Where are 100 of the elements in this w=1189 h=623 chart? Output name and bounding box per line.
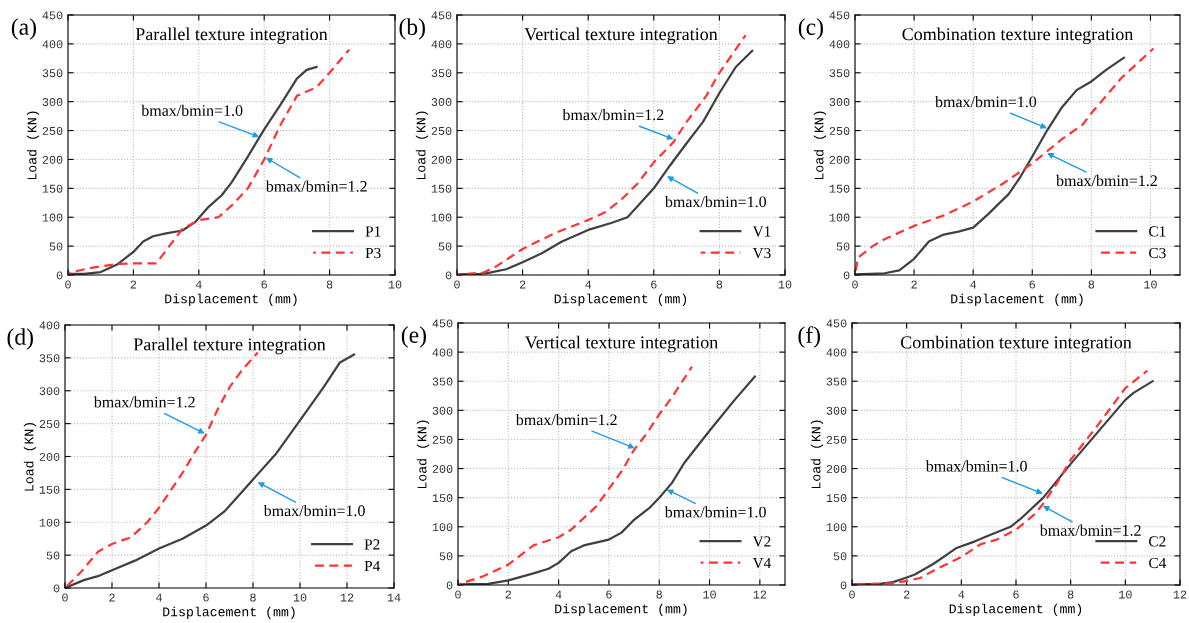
- text: (a): [11, 18, 36, 40]
- y-tick-label: 200: [826, 464, 847, 473]
- x-tick-label: 6: [1029, 280, 1036, 289]
- x-tick-label: 8: [656, 590, 662, 599]
- y-tick-label: 450: [431, 11, 452, 20]
- y-tick-label: 350: [826, 377, 847, 386]
- y-tick-label: 200: [42, 155, 63, 164]
- y-tick-label: 400: [432, 348, 453, 357]
- x-tick-label: 10: [778, 280, 792, 289]
- y-tick-label: 150: [829, 184, 850, 193]
- text: (e): [401, 326, 426, 348]
- y-axis-title: Load (KN): [23, 423, 37, 491]
- text: Parallel texture integration: [135, 27, 328, 45]
- y-tick-label: 350: [431, 69, 452, 78]
- legend-label: C2: [1149, 536, 1166, 547]
- y-axis-title: Load (KN): [416, 420, 430, 489]
- y-tick-label: 150: [826, 494, 847, 503]
- legend-label: P1: [365, 226, 381, 237]
- x-tick-label: 0: [65, 280, 71, 289]
- y-tick-label: 400: [42, 40, 63, 49]
- annotation: bmax/bmin=1.2: [265, 180, 367, 192]
- y-tick-label: 200: [829, 155, 850, 164]
- legend-label: C1: [1149, 226, 1166, 237]
- y-tick-label: 350: [39, 354, 60, 363]
- y-tick-label: 400: [829, 40, 850, 49]
- annotation: bmax/bmin=1.2: [562, 108, 664, 121]
- text: (b): [399, 18, 425, 40]
- y-tick-label: 300: [829, 98, 850, 107]
- y-tick-label: 450: [829, 11, 850, 20]
- x-axis-title: Displacement (mm): [165, 293, 297, 306]
- y-tick-label: 300: [431, 98, 452, 107]
- y-axis-title: Load (KN): [813, 111, 827, 180]
- x-axis-title: Displacement (mm): [163, 606, 295, 619]
- y-axis-title: Load (KN): [26, 111, 40, 180]
- x-tick-label: 4: [555, 590, 562, 599]
- y-axis-title: Load (KN): [415, 111, 429, 180]
- annotation: bmax/bmin=1.0: [935, 96, 1037, 108]
- legend-label: P3: [365, 247, 381, 259]
- y-tick-label: 50: [438, 242, 452, 251]
- text: Vertical texture integration: [524, 335, 718, 353]
- x-tick-label: 4: [156, 593, 162, 602]
- y-tick-label: 250: [431, 126, 452, 135]
- y-tick-label: 250: [829, 126, 850, 135]
- y-tick-label: 200: [39, 452, 60, 461]
- annotation: bmax/bmin=1.0: [925, 460, 1027, 472]
- y-tick-label: 100: [39, 518, 60, 527]
- x-tick-label: 4: [195, 280, 202, 289]
- y-tick-label: 350: [829, 69, 850, 78]
- y-tick-label: 50: [439, 552, 453, 561]
- y-tick-label: 350: [42, 69, 63, 78]
- x-tick-label: 6: [261, 280, 267, 289]
- y-tick-label: 250: [432, 435, 453, 444]
- y-tick-label: 200: [432, 464, 453, 473]
- x-tick-label: 4: [970, 280, 977, 289]
- y-tick-label: 50: [833, 552, 847, 561]
- x-tick-label: 10: [1119, 590, 1132, 599]
- y-tick-label: 300: [42, 98, 63, 107]
- legend-label: V3: [752, 247, 771, 259]
- y-tick-label: 250: [826, 435, 847, 444]
- y-axis-title: Load (KN): [810, 420, 824, 489]
- y-tick-label: 50: [836, 242, 850, 251]
- y-tick-label: 450: [42, 11, 63, 20]
- y-tick-label: 150: [431, 184, 452, 193]
- x-tick-label: 2: [130, 280, 137, 289]
- y-tick-label: 250: [39, 420, 60, 429]
- x-tick-label: 6: [651, 280, 657, 289]
- x-axis-title: Displacement (mm): [554, 293, 687, 306]
- y-tick-label: 400: [431, 40, 452, 49]
- y-tick-label: 0: [56, 271, 63, 280]
- legend-label: P2: [364, 539, 380, 550]
- y-tick-label: 150: [432, 494, 453, 503]
- text: (d): [7, 328, 33, 350]
- x-tick-label: 8: [326, 280, 333, 289]
- x-tick-label: 4: [585, 280, 592, 289]
- x-tick-label: 2: [903, 590, 910, 599]
- x-tick-label: 0: [454, 280, 460, 289]
- y-tick-label: 0: [446, 581, 453, 590]
- x-tick-label: 2: [911, 280, 917, 289]
- y-tick-label: 100: [829, 213, 850, 222]
- annotation: bmax/bmin=1.0: [263, 504, 365, 517]
- x-tick-label: 10: [388, 280, 402, 289]
- legend-label: C3: [1149, 247, 1166, 259]
- y-tick-label: 300: [39, 387, 60, 396]
- x-tick-label: 0: [455, 590, 461, 599]
- x-tick-label: 12: [340, 593, 354, 602]
- x-tick-label: 10: [1144, 280, 1157, 289]
- x-tick-label: 12: [1173, 590, 1187, 599]
- y-tick-label: 0: [445, 271, 452, 280]
- text: Combination texture integration: [902, 27, 1134, 45]
- text: Combination texture integration: [900, 335, 1132, 353]
- x-axis-title: Displacement (mm): [951, 293, 1083, 306]
- x-tick-label: 10: [293, 593, 307, 602]
- annotation: bmax/bmin=1.0: [664, 506, 766, 518]
- legend-label: V4: [752, 557, 772, 569]
- y-tick-label: 200: [431, 155, 452, 164]
- y-tick-label: 0: [53, 584, 60, 593]
- x-tick-label: 6: [203, 593, 209, 602]
- legend-label: C4: [1149, 557, 1167, 569]
- y-tick-label: 100: [431, 213, 452, 222]
- x-tick-label: 8: [1088, 280, 1095, 289]
